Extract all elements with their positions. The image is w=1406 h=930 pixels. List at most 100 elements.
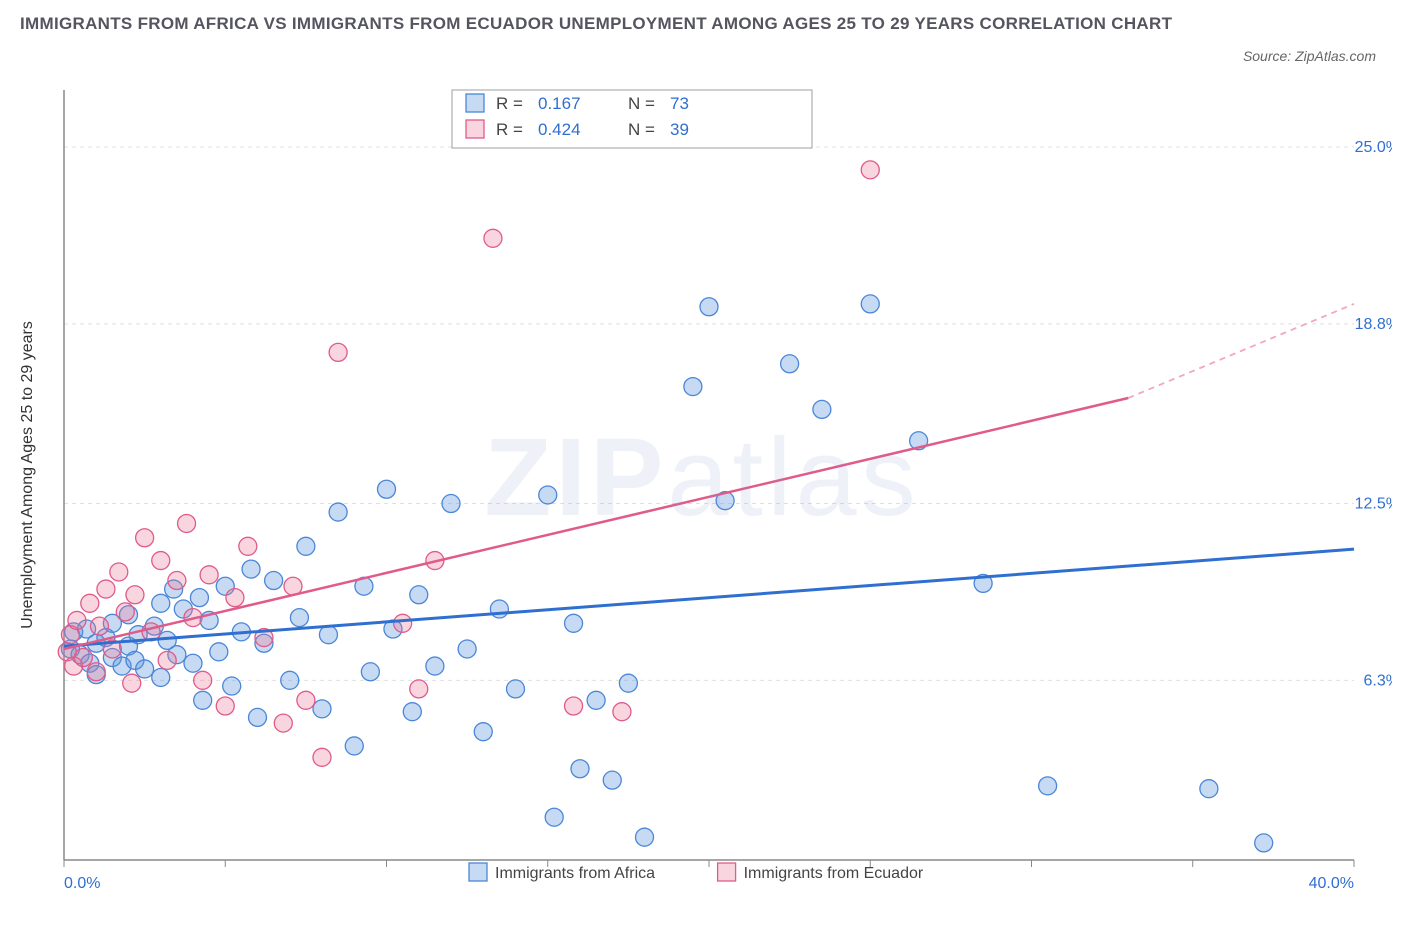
data-point	[242, 560, 260, 578]
data-point	[345, 737, 363, 755]
data-point	[152, 668, 170, 686]
data-point	[223, 677, 241, 695]
data-point	[74, 649, 92, 667]
legend-stat-label: N =	[628, 120, 655, 139]
legend-swatch	[469, 863, 487, 881]
data-point	[90, 617, 108, 635]
legend-swatch	[466, 120, 484, 138]
data-point	[571, 760, 589, 778]
data-point	[813, 400, 831, 418]
data-point	[184, 654, 202, 672]
data-point	[781, 355, 799, 373]
legend-stat-value: 73	[670, 94, 689, 113]
data-point	[410, 586, 428, 604]
correlation-scatter-chart: 0.0%40.0%6.3%12.5%18.8%25.0%Unemployment…	[12, 80, 1392, 900]
y-axis-tick-label: 12.5%	[1355, 496, 1392, 513]
data-point	[239, 537, 257, 555]
data-point	[136, 660, 154, 678]
data-point	[200, 566, 218, 584]
data-point	[152, 552, 170, 570]
chart-title: IMMIGRANTS FROM AFRICA VS IMMIGRANTS FRO…	[20, 10, 1386, 37]
data-point	[319, 626, 337, 644]
data-point	[297, 691, 315, 709]
data-point	[152, 594, 170, 612]
data-point	[636, 828, 654, 846]
data-point	[210, 643, 228, 661]
legend-stat-label: N =	[628, 94, 655, 113]
legend-series-label: Immigrants from Ecuador	[744, 865, 924, 882]
data-point	[168, 572, 186, 590]
data-point	[484, 229, 502, 247]
chart-container: 0.0%40.0%6.3%12.5%18.8%25.0%Unemployment…	[12, 80, 1392, 900]
data-point	[861, 295, 879, 313]
data-point	[226, 589, 244, 607]
data-point	[313, 748, 331, 766]
data-point	[700, 298, 718, 316]
legend-stat-label: R =	[496, 120, 523, 139]
trend-line-ecuador-extrapolated	[1128, 304, 1354, 398]
data-point	[194, 691, 212, 709]
data-point	[158, 651, 176, 669]
data-point	[410, 680, 428, 698]
data-point	[603, 771, 621, 789]
data-point	[249, 708, 267, 726]
data-point	[190, 589, 208, 607]
data-point	[194, 671, 212, 689]
data-point	[68, 611, 86, 629]
data-point	[178, 514, 196, 532]
data-point	[474, 723, 492, 741]
data-point	[126, 586, 144, 604]
data-point	[216, 697, 234, 715]
data-point	[426, 657, 444, 675]
data-point	[329, 343, 347, 361]
data-point	[123, 674, 141, 692]
data-point	[684, 378, 702, 396]
data-point	[403, 703, 421, 721]
data-point	[861, 161, 879, 179]
data-point	[116, 603, 134, 621]
y-axis-tick-label: 25.0%	[1355, 139, 1392, 156]
data-point	[1200, 780, 1218, 798]
data-point	[565, 697, 583, 715]
data-point	[394, 614, 412, 632]
data-point	[545, 808, 563, 826]
trend-line-ecuador	[64, 398, 1128, 649]
data-point	[539, 486, 557, 504]
data-point	[313, 700, 331, 718]
data-point	[1039, 777, 1057, 795]
data-point	[274, 714, 292, 732]
legend-series: Immigrants from Africa Immigrants from Ec…	[469, 863, 924, 882]
data-point	[290, 609, 308, 627]
y-axis-tick-label: 6.3%	[1364, 672, 1392, 689]
data-point	[97, 580, 115, 598]
data-point	[619, 674, 637, 692]
data-point	[442, 495, 460, 513]
data-point	[361, 663, 379, 681]
data-point	[1255, 834, 1273, 852]
x-axis-label: 0.0%	[64, 875, 100, 892]
legend-stat-label: R =	[496, 94, 523, 113]
data-point	[378, 480, 396, 498]
legend-stat-value: 0.167	[538, 94, 581, 113]
data-point	[565, 614, 583, 632]
data-point	[613, 703, 631, 721]
legend-swatch	[718, 863, 736, 881]
data-point	[265, 572, 283, 590]
data-point	[507, 680, 525, 698]
data-point	[458, 640, 476, 658]
legend-swatch	[466, 94, 484, 112]
data-point	[87, 663, 105, 681]
data-point	[329, 503, 347, 521]
data-point	[587, 691, 605, 709]
legend-stat-value: 0.424	[538, 120, 581, 139]
legend-series-label: Immigrants from Africa	[495, 865, 655, 882]
data-point	[136, 529, 154, 547]
legend-stats: R = 0.167 N = 73 R = 0.424 N = 39	[452, 90, 812, 148]
data-point	[281, 671, 299, 689]
data-point	[297, 537, 315, 555]
y-axis-tick-label: 18.8%	[1355, 316, 1392, 333]
y-axis-title: Unemployment Among Ages 25 to 29 years	[19, 321, 36, 629]
legend-stat-value: 39	[670, 120, 689, 139]
data-point	[81, 594, 99, 612]
data-point	[110, 563, 128, 581]
